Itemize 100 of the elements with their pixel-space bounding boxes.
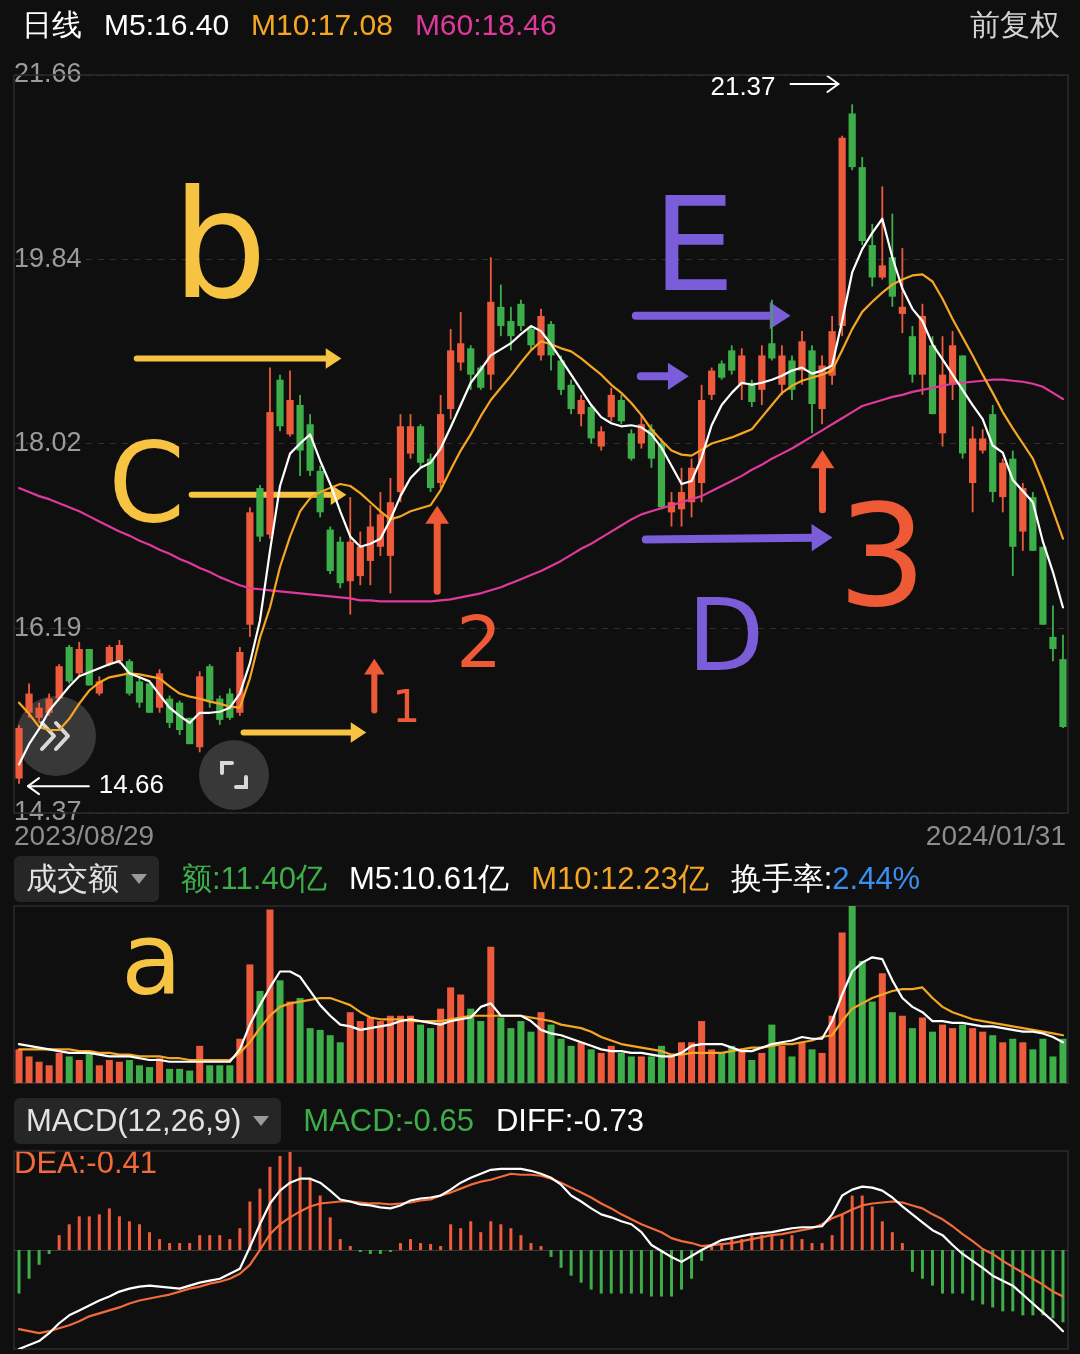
text: DEA:-0.41 <box>14 1144 158 1182</box>
bar <box>479 1232 483 1250</box>
bar <box>800 1239 804 1250</box>
annotation: D <box>687 576 765 694</box>
bar <box>306 1028 314 1083</box>
bar <box>188 1243 192 1250</box>
text: 2024/01/31 <box>925 819 1066 851</box>
bar <box>1019 1042 1027 1083</box>
bar <box>406 1015 415 1083</box>
bar <box>178 1243 182 1250</box>
bar <box>629 1250 633 1294</box>
bar <box>820 1243 824 1250</box>
bar <box>158 1239 162 1250</box>
bar <box>1009 1038 1017 1083</box>
bar <box>890 1232 894 1250</box>
bar <box>127 1221 131 1250</box>
bar <box>186 1070 194 1083</box>
bar <box>246 964 254 1083</box>
bar <box>67 1224 71 1250</box>
chart-title: 成交额 <box>26 859 119 898</box>
bar <box>57 1235 61 1250</box>
bar <box>65 1056 73 1083</box>
annotation: 21.37 <box>710 71 776 102</box>
bar <box>818 1052 826 1083</box>
annotation: b <box>172 158 268 333</box>
bar <box>989 1035 997 1083</box>
bar <box>619 1250 623 1294</box>
bar <box>888 1012 896 1083</box>
bar <box>690 1250 694 1279</box>
bar <box>198 1235 202 1250</box>
bar <box>517 1021 525 1083</box>
bar <box>669 1250 673 1297</box>
bar <box>166 1068 174 1083</box>
bar <box>971 1250 975 1301</box>
bar <box>999 1042 1007 1083</box>
bar <box>768 1024 776 1083</box>
bar <box>1039 1038 1047 1083</box>
bar <box>667 1056 676 1083</box>
candlestick <box>85 649 93 686</box>
bar <box>798 1042 806 1083</box>
bar <box>17 1250 21 1294</box>
bar <box>298 1166 302 1250</box>
bar <box>900 1243 904 1250</box>
bar <box>176 1068 184 1083</box>
annotation: 2 <box>456 599 503 684</box>
bar <box>45 1065 53 1083</box>
bar <box>539 1246 543 1250</box>
bar <box>991 1250 995 1308</box>
bar <box>880 1221 884 1250</box>
annotation: 3 <box>837 474 927 638</box>
bar <box>376 1021 384 1083</box>
bar <box>228 1239 232 1250</box>
bar <box>356 1021 364 1083</box>
bar <box>527 1031 535 1083</box>
bar <box>758 1052 766 1083</box>
bar <box>878 973 886 1083</box>
bar <box>770 1235 774 1250</box>
bar <box>659 1250 663 1297</box>
bar <box>368 1250 372 1254</box>
bar <box>459 1228 463 1250</box>
bar <box>639 1250 643 1294</box>
bar <box>135 1065 143 1083</box>
bar <box>589 1250 593 1290</box>
bar <box>499 1224 503 1250</box>
bar <box>105 1059 113 1083</box>
bar <box>336 1042 344 1083</box>
annotation: 1 <box>392 681 421 733</box>
bar <box>326 1035 334 1083</box>
bar <box>507 1028 515 1083</box>
bar <box>607 1045 615 1083</box>
bar <box>226 1065 234 1083</box>
bar <box>1041 1250 1045 1316</box>
bar <box>509 1228 513 1250</box>
bar <box>599 1250 603 1294</box>
bar <box>77 1216 81 1250</box>
bar <box>780 1239 784 1250</box>
series-label: MACD:-0.65 <box>303 1101 474 1140</box>
bar <box>678 1042 686 1083</box>
text: M5:16.40 <box>104 7 230 43</box>
bar <box>609 1250 613 1294</box>
bar <box>918 1017 926 1083</box>
bar <box>296 998 304 1083</box>
chart-title: 日线 <box>22 7 82 43</box>
bar <box>346 1012 354 1083</box>
bar <box>961 1250 965 1294</box>
bar <box>587 1049 595 1083</box>
text: 换手率:2.44% <box>730 860 921 896</box>
y-tick-label: 18.02 <box>14 426 82 457</box>
bar <box>838 932 846 1083</box>
bar <box>547 1024 555 1083</box>
bar <box>35 1061 43 1083</box>
bar <box>708 1049 716 1083</box>
bar <box>107 1208 111 1250</box>
bar <box>1011 1250 1015 1312</box>
bar <box>148 1232 152 1250</box>
bar <box>206 1065 214 1083</box>
bar <box>95 1065 103 1083</box>
bar <box>910 1250 914 1272</box>
bar <box>627 1056 635 1083</box>
chart-title: MACD(12,26,9) <box>26 1101 242 1140</box>
